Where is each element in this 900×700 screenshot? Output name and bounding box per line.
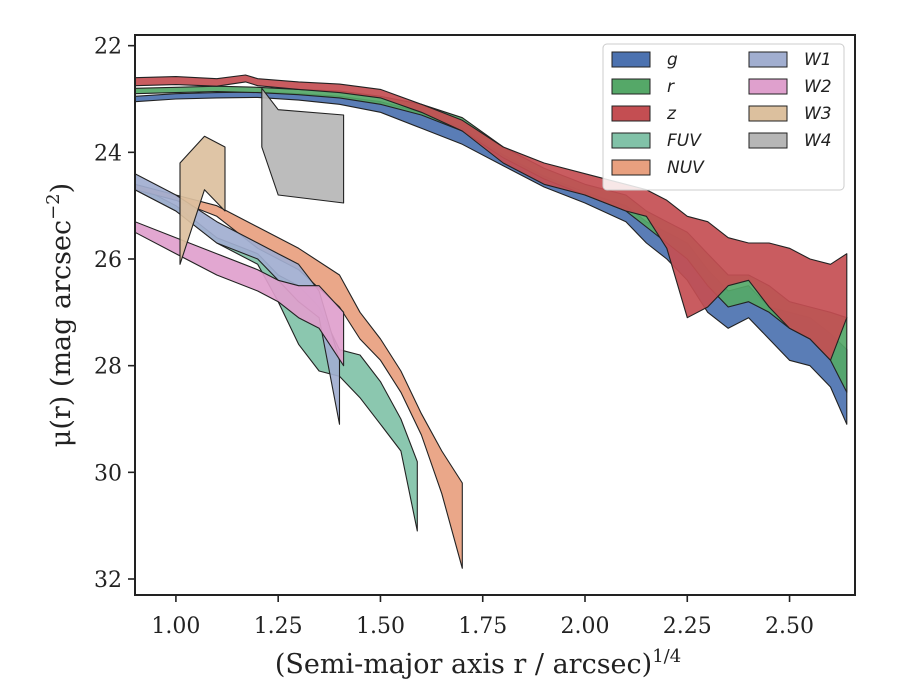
x-tick-label: 1.25	[254, 614, 303, 639]
legend-swatch-z	[611, 105, 651, 122]
legend-label-w4: W4	[804, 131, 832, 151]
x-tick-label: 2.50	[765, 614, 814, 639]
legend-swatch-w3	[748, 105, 788, 122]
x-tick-label: 1.00	[151, 614, 200, 639]
legend: grz FUV NUV W1 W2 W3 W4	[602, 43, 845, 191]
y-tick-label: 30	[94, 461, 122, 486]
legend-swatch-w2	[748, 78, 788, 95]
legend-label-w2: W2	[804, 77, 832, 97]
legend-label-w3: W3	[804, 104, 832, 124]
x-axis-title: (Semi-major axis r / arcsec)1/4	[275, 646, 681, 680]
band-w3	[179, 135, 226, 265]
plot-frame	[134, 34, 856, 596]
series-bands	[135, 74, 848, 569]
legend-swatch-nuv	[611, 159, 651, 176]
y-axis-title-exponent: −2	[43, 193, 64, 220]
legend-label-r: r	[667, 77, 675, 97]
x-tick-label: 2.25	[663, 614, 712, 639]
y-tick-label: 22	[94, 35, 122, 60]
y-axis-title-main: μ(r) (mag arcsec	[46, 220, 77, 447]
legend-label-nuv: NUV	[667, 158, 705, 178]
x-axis-title-main: (Semi-major axis r / arcsec)	[275, 649, 652, 680]
legend-label-z: z	[666, 104, 677, 124]
x-tick-label: 1.50	[356, 614, 405, 639]
legend-label-g: g	[667, 50, 678, 70]
y-tick-label: 24	[94, 141, 122, 166]
x-axis-ticks: 1.00 1.25 1.50 1.75 2.00 2.25 2.50	[151, 595, 814, 639]
legend-label-w1: W1	[804, 50, 832, 70]
legend-swatch-w4	[748, 132, 788, 149]
legend-label-fuv: FUV	[667, 131, 702, 151]
y-axis-ticks: 22 24 26 28 30 32	[94, 35, 135, 593]
legend-swatch-r	[611, 78, 651, 95]
y-tick-label: 26	[94, 248, 122, 273]
legend-swatch-g	[611, 51, 651, 68]
y-tick-label: 32	[94, 568, 122, 593]
x-tick-label: 2.00	[561, 614, 610, 639]
band-z	[135, 74, 848, 361]
y-axis-title-tail: )	[46, 183, 77, 194]
y-tick-label: 28	[94, 355, 122, 380]
band-w2	[135, 221, 345, 367]
band-w4	[261, 87, 345, 204]
legend-swatch-fuv	[611, 132, 651, 149]
y-axis-title: μ(r) (mag arcsec−2)	[43, 183, 77, 447]
x-tick-label: 1.75	[458, 614, 507, 639]
legend-swatch-w1	[748, 51, 788, 68]
x-axis-title-exponent: 1/4	[652, 646, 681, 667]
